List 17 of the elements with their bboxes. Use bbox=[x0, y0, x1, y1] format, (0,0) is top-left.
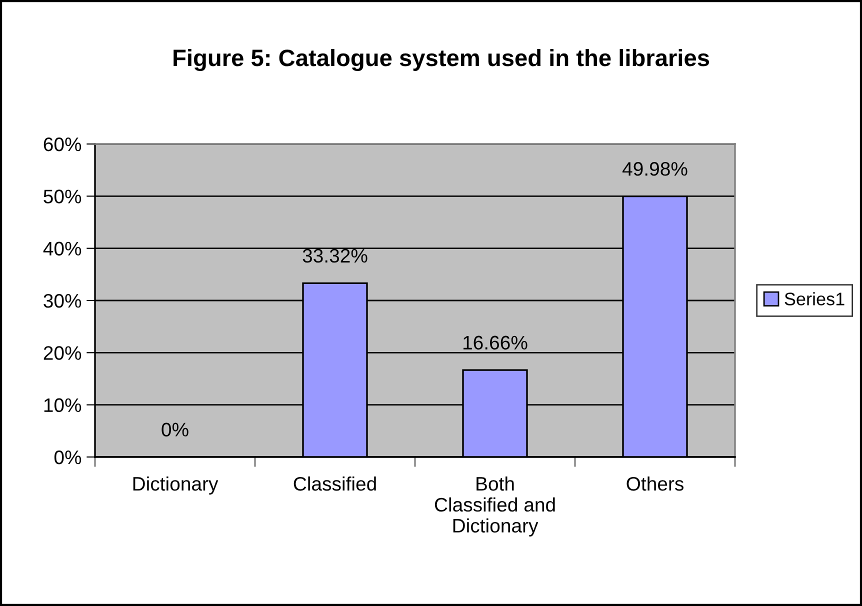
x-tick-label: Both Classified and Dictionary bbox=[434, 476, 555, 536]
y-tick-label: 10% bbox=[44, 398, 82, 412]
y-tick-label: 0% bbox=[54, 450, 82, 464]
y-tick-label: 50% bbox=[44, 190, 82, 204]
legend-label: Series1 bbox=[784, 292, 844, 306]
y-tick-label: 60% bbox=[44, 137, 82, 152]
x-tick-label: Dictionary bbox=[133, 476, 218, 495]
y-tick-label: 30% bbox=[44, 294, 82, 308]
y-tick-label: 20% bbox=[44, 346, 82, 360]
y-tick-label: 40% bbox=[43, 242, 82, 256]
data-label: 33.32% bbox=[302, 248, 368, 263]
x-tick-label: Classified bbox=[294, 476, 376, 491]
chart-title: Figure 5: Catalogue system used in the libraries bbox=[174, 48, 710, 72]
data-label: 49.98% bbox=[622, 162, 688, 176]
data-label: 16.66% bbox=[464, 336, 528, 350]
data-label: 0% bbox=[162, 422, 188, 436]
x-tick-label: Others bbox=[626, 476, 684, 491]
